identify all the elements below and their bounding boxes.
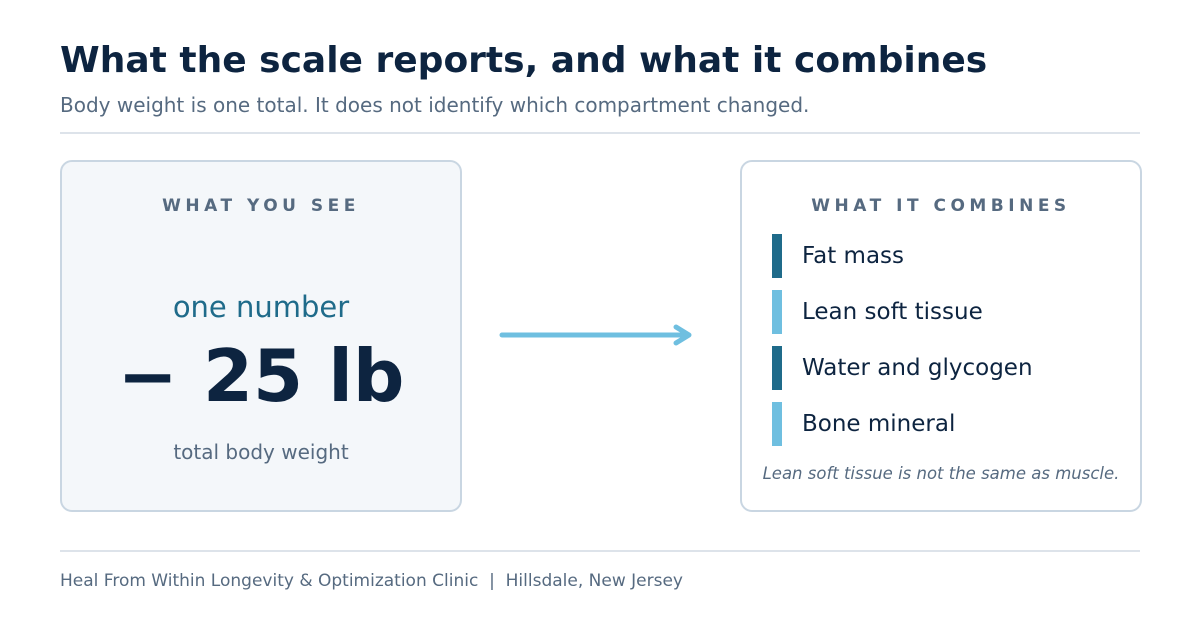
footer: Heal From Within Longevity & Optimizatio… — [60, 571, 683, 591]
weight-value: − 25 lb — [117, 334, 405, 418]
right-card: WHAT IT COMBINES Fat mass Lean soft tiss… — [740, 160, 1142, 512]
note: Lean soft tissue is not the same as musc… — [762, 464, 1120, 483]
caption: one number — [172, 290, 350, 324]
item: Lean soft tissue — [772, 290, 983, 334]
item-label: Water and glycogen — [802, 355, 1033, 381]
divider — [60, 550, 1140, 552]
title: What the scale reports, and what it comb… — [60, 40, 988, 81]
item: Bone mineral — [772, 402, 955, 446]
divider — [60, 132, 1140, 134]
weight-label: total body weight — [173, 440, 349, 464]
item-label: Bone mineral — [802, 411, 956, 437]
item-label: Fat mass — [802, 243, 905, 269]
item: Water and glycogen — [772, 346, 1033, 390]
left-card: WHAT YOU SEE one number − 25 lb total bo… — [60, 160, 462, 512]
item-bar — [772, 346, 782, 390]
card-heading: WHAT IT COMBINES — [811, 196, 1071, 216]
item: Fat mass — [772, 234, 904, 278]
item-bar — [772, 234, 782, 278]
item-bar — [772, 290, 782, 334]
card-heading: WHAT YOU SEE — [162, 196, 360, 216]
arrow — [499, 324, 692, 346]
subtitle: Body weight is one total. It does not id… — [60, 93, 810, 117]
item-bar — [772, 402, 782, 446]
item-label: Lean soft tissue — [802, 299, 983, 325]
